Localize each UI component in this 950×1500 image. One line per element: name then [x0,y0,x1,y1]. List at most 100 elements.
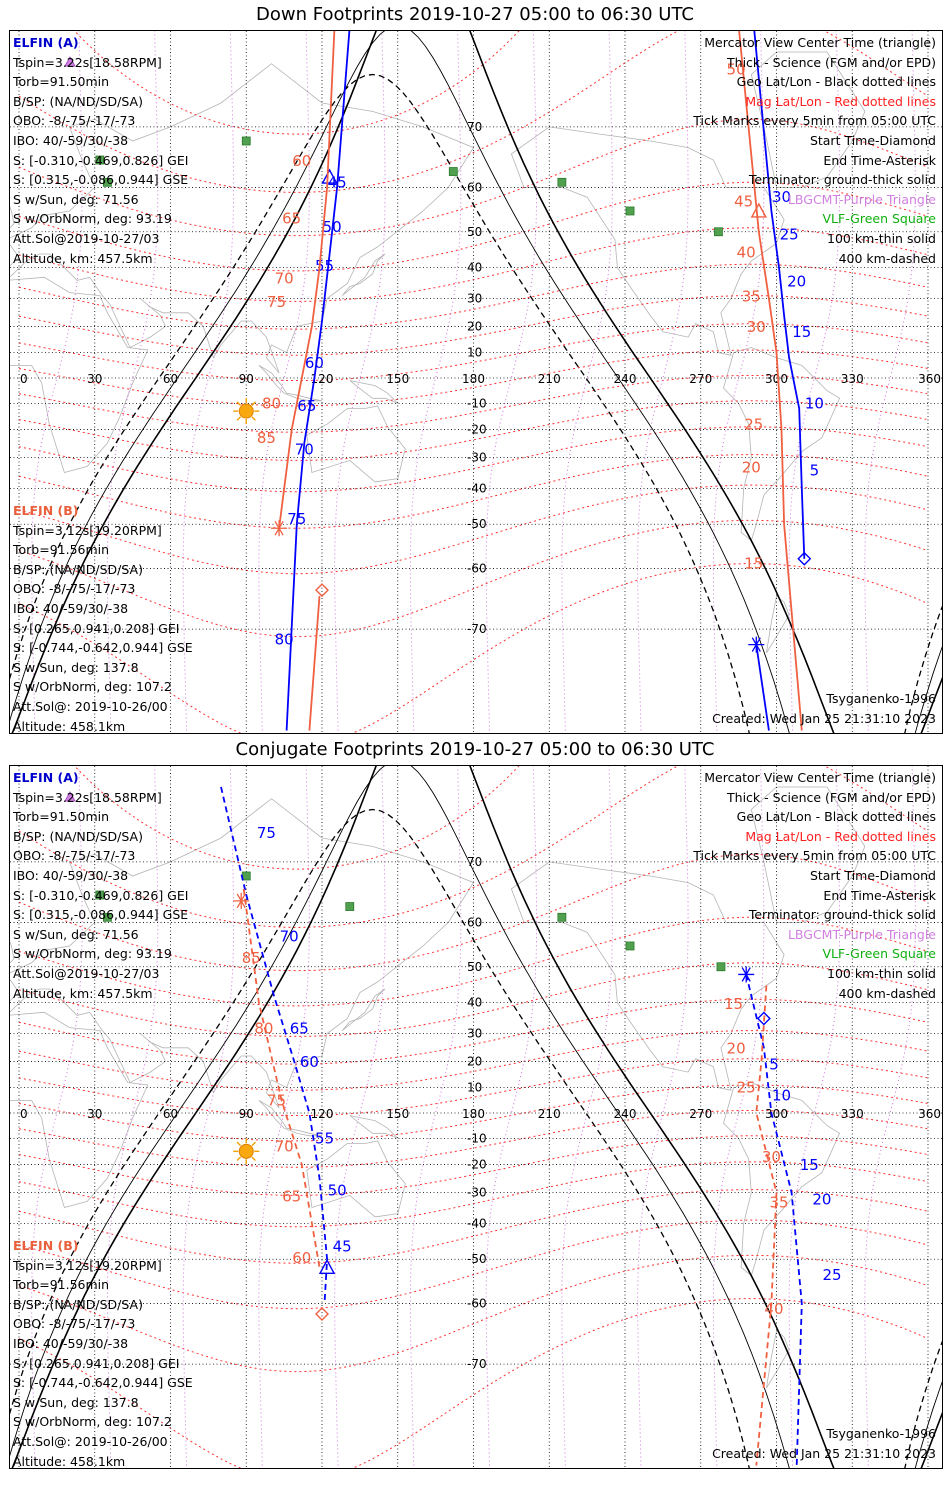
elfin-a-track [220,786,329,1304]
y-tick-label: 10 [467,1081,482,1095]
x-tick-label: 150 [386,372,409,386]
elfin-b-tick-label: 85 [257,429,276,447]
info-line: S: [-0.744,-0.642,0.944] GSE [13,640,193,656]
elfin-b-track [278,31,336,529]
mag-lat-line [18,31,929,193]
mag-lon-line [334,31,386,731]
legend-item: Mercator View Center Time (triangle) [704,35,936,50]
y-tick-label: -40 [467,481,487,495]
elfin-b-tick-label: 25 [744,416,763,434]
x-tick-label: 330 [841,1107,864,1121]
elfin-a-tick-label: 80 [275,631,294,649]
vlf-station-square [102,912,112,922]
x-tick-label: 270 [689,372,712,386]
info-line: Att.Sol@: 2019-10-26/00 [13,1433,168,1449]
elfin-a-tick-label: 5 [769,1055,779,1073]
info-line: Att.Sol@2019-10-27/03 [13,230,160,246]
mag-lon-line [182,31,235,731]
continent-outline [766,1330,790,1389]
mag-lon-line [637,31,689,731]
mag-lat-line [74,766,520,870]
legend-item: VLF-Green Square [822,946,936,962]
continent-outline [750,51,866,188]
y-tick-label: -60 [467,562,487,576]
sun-disk [238,403,254,419]
elfin-b-tick-label: 70 [275,270,294,288]
x-tick-label: 360 [918,372,941,386]
legend-item: LBGCMT-Purple Triangle [787,191,936,207]
x-tick-label: 240 [614,372,637,386]
y-tick-label: 50 [467,960,482,974]
info-line: S w/OrbNorm, deg: 107.2 [13,1414,172,1430]
x-tick-label: 360 [918,1107,941,1121]
elfin-b-tick-label: 20 [742,458,761,476]
elfin-a-tick-label: 75 [287,510,306,528]
info-line: Tspin=3.12s[19.20RPM] [13,522,162,538]
x-tick-label: 60 [163,372,178,386]
info-line: S w/Sun, deg: 137.8 [13,1394,139,1410]
continent-outline [349,380,399,404]
sun-ray [236,1156,242,1162]
info-line: Tspin=3.22s[18.58RPM] [13,54,162,70]
created-label: Created: Wed Jan 25 21:31:10 2023 [712,711,936,726]
info-line: B/SP: (NA/ND/SD/SA) [13,828,143,844]
elfin-b-tick-label: 40 [737,243,756,261]
elfin-a-tick-label: 15 [792,323,811,341]
continent-outline [766,595,790,654]
elfin-b-tick-label: 30 [762,1148,781,1166]
end-asterisk [748,636,765,653]
legend-item: End Time-Asterisk [823,887,936,903]
elfin-b-tick-label: 35 [742,287,761,305]
info-line: S: [-0.310,-0.469,0.826] GEI [13,152,189,168]
y-tick-label: 20 [467,1054,482,1068]
elfin-a-tick-label: 70 [295,441,314,459]
vlf-station-square [557,177,567,187]
info-line: IBO: 40/-59/30/-38 [13,600,129,616]
info-line: S w/Sun, deg: 137.8 [13,659,139,675]
legend-item: Terminator: ground-thick solid [748,907,936,923]
sun-disk [238,1143,254,1159]
legend-item: Tick Marks every 5min from 05:00 UTC [693,113,936,129]
elfin-b-track [308,595,321,731]
elfin-a-tick-label: 70 [280,928,299,946]
x-tick-label: 60 [163,1107,178,1121]
elfin-a-tick-label: 10 [772,1086,791,1104]
mag-lat-line [74,31,520,135]
continent-outline [306,405,406,483]
elfin-a-tick-label: 50 [323,218,342,236]
legend-item: 100 km-thin solid [827,230,936,246]
panel-2-title: Conjugate Footprints 2019-10-27 05:00 to… [235,739,715,760]
elfin-a-tick-label: 50 [328,1181,347,1199]
y-tick-label: -50 [467,517,487,531]
legend-item: Tick Marks every 5min from 05:00 UTC [693,848,936,864]
y-tick-label: -70 [467,622,487,636]
legend-item: Geo Lat/Lon - Black dotted lines [736,74,936,90]
info-line: Torb=91.56min [13,1277,110,1293]
elfin-a-tick-label: 20 [787,273,806,291]
info-line: IBO: 40/-59/30/-38 [13,132,129,148]
x-tick-label: 30 [87,1107,102,1121]
continent-outline [306,1140,406,1218]
mag-lon-line [31,31,83,731]
x-tick-label: 180 [462,1107,485,1121]
sun-ray [251,1141,256,1147]
info-line: Altitude, km: 457.5km [13,250,153,266]
terminator-ground [11,766,942,1468]
x-tick-label: 0 [20,1107,28,1121]
x-tick-label: 210 [538,372,561,386]
start-diamond [797,551,812,566]
info-line: Att.Sol@: 2019-10-26/00 [13,698,168,714]
vlf-station-square [345,902,355,911]
lbgcmt-triangle [64,791,76,802]
info-line: OBO: -8/-75/-17/-73 [13,1316,136,1332]
terminator-400km [10,808,942,1468]
info-line: OBO: -8/-75/-17/-73 [13,113,136,129]
y-tick-label: -70 [467,1357,487,1371]
mag-lon-line [258,766,310,1466]
elfin-b-header: ELFIN (B) [13,503,79,518]
continent-outline [341,253,386,296]
info-line: B/SP: (NA/ND/SD/SA) [13,1296,143,1312]
mag-lon-line [712,31,765,731]
info-line: B/SP: (NA/ND/SD/SA) [13,93,143,109]
elfin-b-track [755,985,778,1466]
